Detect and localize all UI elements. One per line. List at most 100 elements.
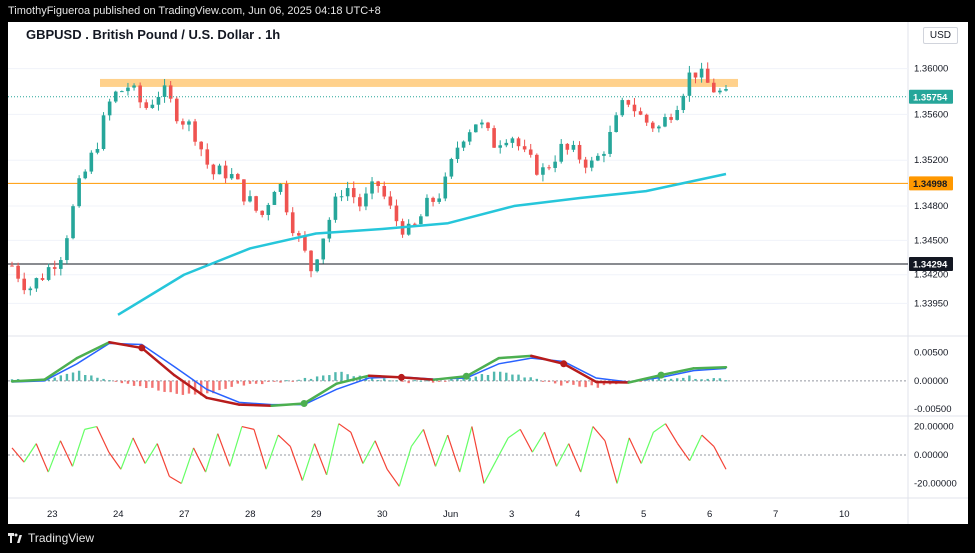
cci-segment: [362, 440, 376, 464]
cci-segment: [96, 426, 110, 453]
cci-segment: [531, 431, 545, 453]
osc-histogram-bar: [523, 377, 526, 381]
cci-segment: [326, 423, 340, 476]
price-tick-label: 1.36000: [914, 64, 948, 75]
osc-histogram-bar: [340, 371, 343, 381]
candle-body: [28, 288, 33, 291]
candle-body: [71, 206, 75, 239]
osc-histogram-bar: [218, 380, 221, 391]
candle-body: [77, 178, 81, 207]
cci-segment: [495, 437, 509, 461]
osc-fast-segment: [205, 396, 241, 406]
cci-segment: [217, 433, 231, 467]
osc-histogram-bar: [212, 380, 215, 394]
candle-body: [120, 91, 124, 93]
osc-histogram-bar: [10, 379, 14, 381]
x-tick-label: 7: [773, 509, 778, 520]
osc-histogram-bar: [120, 380, 124, 384]
price-label-support: [909, 176, 953, 191]
cci-segment: [156, 443, 170, 477]
cci-segment: [471, 426, 485, 484]
osc-histogram-bar: [334, 372, 337, 381]
cci-segment: [519, 429, 533, 453]
candle-body: [52, 267, 57, 269]
candle-body: [284, 183, 289, 213]
x-tick-label: 23: [47, 509, 58, 520]
osc-histogram-bar: [700, 379, 703, 381]
price-tick-label: 1.35600: [914, 109, 948, 120]
osc-histogram-bar: [303, 377, 307, 381]
candle-body: [132, 85, 136, 88]
osc-fast-segment: [237, 403, 273, 408]
candle-body: [681, 95, 686, 111]
price-label-text-support: 1.34998: [913, 179, 947, 190]
x-tick-label: 28: [245, 509, 256, 520]
osc-histogram-bar: [669, 378, 673, 381]
cci-segment: [398, 446, 412, 487]
candle-body: [83, 171, 88, 179]
osc-histogram-bar: [529, 377, 532, 381]
candle-body: [315, 259, 319, 272]
osc-histogram-bar: [346, 374, 349, 381]
osc-histogram-bar: [77, 370, 81, 381]
osc-histogram-bar: [535, 378, 539, 381]
osc-histogram-bar: [47, 379, 50, 381]
chart-svg[interactable]: 1.36000 1.35600 1.35200 1.34800 1.34500 1.342…: [8, 22, 968, 524]
osc-fast-segment: [108, 341, 144, 350]
cci-segment: [713, 446, 727, 470]
osc-histogram-bar: [590, 380, 593, 386]
osc-histogram-bar: [309, 378, 313, 381]
cci-segment: [459, 426, 473, 473]
osc-histogram-bar: [389, 380, 392, 382]
candle-body: [107, 101, 112, 116]
candle-body: [461, 141, 466, 148]
currency-selector[interactable]: USD: [922, 27, 958, 44]
osc-histogram-bar: [53, 377, 56, 381]
footer-brand[interactable]: TradingView: [28, 531, 95, 545]
osc-fast-segment: [692, 365, 728, 370]
x-tick-label: 6: [707, 509, 712, 520]
candle-body: [59, 260, 63, 269]
cci-segment: [689, 434, 703, 461]
candle-body: [10, 265, 14, 267]
osc-histogram-bar: [499, 371, 502, 381]
osc-histogram-bar: [694, 378, 697, 381]
cci-segment: [192, 447, 207, 473]
osc-cross-dot: [300, 399, 308, 407]
cci-segment: [313, 443, 328, 476]
cci-segment: [241, 425, 255, 430]
osc-histogram-bar: [657, 376, 661, 381]
osc-histogram-bar: [279, 380, 282, 383]
candle-body: [174, 98, 179, 122]
osc-cross-dot: [462, 372, 470, 380]
candle-body: [358, 197, 362, 207]
osc-histogram-bar: [395, 380, 398, 382]
x-tick-label: 29: [311, 509, 322, 520]
candle-body: [199, 141, 203, 150]
candle-body: [638, 111, 643, 115]
osc-cross-dot: [657, 371, 665, 379]
osc-histogram-bar: [517, 374, 520, 381]
candle-body: [449, 159, 454, 177]
osc-histogram-bar: [157, 380, 160, 391]
osc-tick-label: 0.00500: [914, 347, 948, 358]
candle-body: [351, 188, 356, 198]
osc-histogram-bar: [547, 380, 551, 382]
candle-body: [510, 138, 515, 143]
x-tick-label: 24: [113, 509, 124, 520]
osc-histogram-bar: [96, 377, 99, 381]
cci-segment: [410, 429, 424, 447]
osc-histogram-bar: [90, 375, 93, 381]
chart-frame[interactable]: 1.36000 1.35600 1.35200 1.34800 1.34500 1.342…: [8, 22, 968, 524]
osc-fast-segment: [367, 374, 403, 379]
cci-segment: [84, 425, 97, 430]
osc-histogram-bar: [267, 380, 270, 382]
osc-histogram-bar: [566, 380, 569, 384]
cci-segment: [59, 440, 74, 467]
osc-histogram-bar: [65, 373, 69, 381]
candle-body: [498, 145, 503, 148]
osc-histogram-bar: [151, 380, 154, 388]
candle-body: [101, 115, 106, 149]
osc-histogram-bar: [236, 380, 239, 384]
osc-histogram-bar: [492, 371, 496, 381]
